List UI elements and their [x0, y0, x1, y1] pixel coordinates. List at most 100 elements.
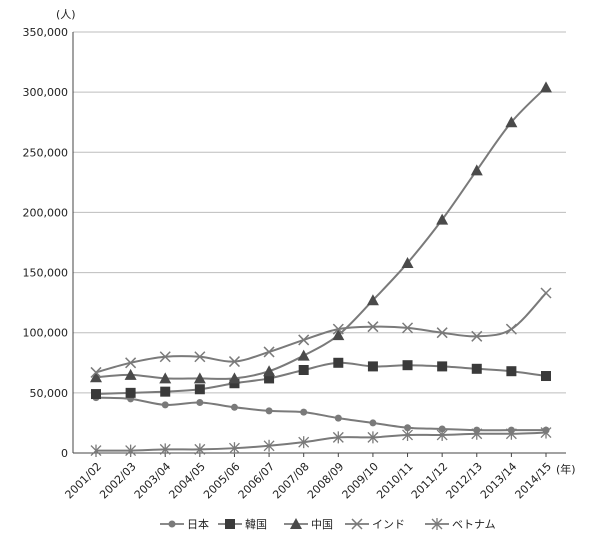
- data-point: [367, 321, 379, 333]
- y-tick-label: 100,000: [23, 327, 69, 340]
- data-point: [125, 387, 136, 398]
- legend-marker: [225, 519, 235, 529]
- legend-label: ベトナム: [452, 518, 496, 531]
- data-point: [540, 426, 552, 439]
- data-point: [90, 366, 102, 378]
- data-point: [159, 443, 171, 456]
- data-point: [194, 384, 205, 395]
- data-point: [540, 287, 552, 299]
- y-axis-unit: (人): [56, 8, 76, 21]
- data-point: [125, 357, 137, 369]
- y-tick-label: 250,000: [23, 146, 69, 159]
- legend-marker: [290, 518, 302, 529]
- data-point: [229, 442, 240, 455]
- x-axis-ticks: 2001/022002/032003/042004/052005/062006/…: [63, 453, 555, 502]
- data-point: [506, 366, 517, 377]
- data-point: [230, 403, 238, 411]
- data-point: [402, 360, 413, 371]
- data-point: [436, 428, 448, 441]
- data-point: [402, 322, 414, 334]
- legend-item-4: ベトナム: [425, 518, 496, 531]
- data-point: [159, 372, 172, 384]
- grid: [73, 31, 566, 394]
- legend-item-3: インド: [345, 518, 405, 531]
- data-point: [263, 346, 275, 358]
- data-point: [228, 372, 241, 384]
- series-line: [95, 292, 547, 374]
- data-point: [265, 407, 273, 415]
- x-tick-label: 2012/13: [443, 460, 485, 502]
- data-point: [505, 427, 517, 440]
- data-point: [404, 424, 412, 432]
- data-point: [332, 323, 344, 335]
- data-point: [196, 398, 204, 406]
- data-point: [334, 414, 342, 422]
- data-point: [332, 431, 344, 444]
- data-point: [263, 365, 276, 377]
- legend-label: 韓国: [245, 518, 267, 531]
- data-point: [332, 329, 345, 341]
- data-point: [300, 408, 308, 416]
- data-point: [159, 351, 171, 363]
- series-2: [90, 81, 552, 384]
- data-point: [505, 116, 518, 128]
- data-point: [161, 401, 169, 409]
- series-3: [90, 287, 552, 378]
- x-tick-label: 2009/10: [340, 460, 382, 502]
- data-point: [90, 444, 102, 457]
- legend-item-0: 日本: [160, 517, 209, 531]
- series-0: [92, 394, 550, 434]
- data-point: [124, 368, 137, 380]
- y-tick-label: 50,000: [30, 387, 69, 400]
- x-tick-label: 2006/07: [236, 460, 278, 502]
- data-point: [402, 428, 413, 441]
- data-point: [194, 443, 206, 456]
- data-point: [90, 371, 102, 383]
- data-point: [263, 439, 275, 452]
- x-tick-label: 2002/03: [97, 460, 139, 502]
- data-point: [298, 436, 310, 449]
- data-point: [193, 372, 206, 384]
- y-tick-label: 150,000: [23, 267, 69, 280]
- data-point: [91, 389, 101, 400]
- data-point: [436, 213, 449, 225]
- data-point: [367, 361, 378, 372]
- data-point: [367, 431, 379, 444]
- y-tick-label: 300,000: [23, 86, 69, 99]
- series-4: [90, 426, 552, 457]
- data-point: [540, 81, 552, 93]
- legend-marker: [351, 518, 363, 530]
- x-tick-label: 2011/12: [409, 460, 451, 502]
- legend: 日本 韓国 中国 インド ベトナム: [160, 517, 496, 531]
- data-point: [298, 334, 310, 346]
- data-point: [541, 371, 551, 382]
- data-point: [366, 294, 379, 306]
- data-point: [297, 349, 310, 361]
- data-point: [470, 164, 483, 176]
- legend-label: 中国: [311, 518, 333, 531]
- y-tick-label: 0: [61, 447, 68, 460]
- x-tick-label: 2013/14: [478, 460, 520, 502]
- data-point: [471, 363, 482, 374]
- legend-item-2: 中国: [284, 518, 333, 531]
- data-point: [437, 361, 448, 372]
- x-tick-label: 2001/02: [63, 460, 105, 502]
- data-point: [264, 373, 275, 384]
- legend-marker: [431, 518, 443, 530]
- series-group: [90, 81, 552, 457]
- data-point: [505, 323, 517, 335]
- x-tick-label: 2008/09: [305, 460, 347, 502]
- data-point: [298, 365, 309, 376]
- x-tick-label: 2014/15: [513, 460, 555, 502]
- data-point: [438, 425, 446, 433]
- legend-label: インド: [372, 518, 405, 531]
- series-1: [91, 357, 551, 400]
- data-point: [160, 386, 171, 397]
- legend-item-1: 韓国: [218, 518, 267, 531]
- x-tick-label: 2005/06: [201, 460, 243, 502]
- data-point: [436, 327, 448, 339]
- data-point: [194, 351, 206, 363]
- data-point: [401, 256, 414, 268]
- x-tick-label: 2004/05: [166, 460, 208, 502]
